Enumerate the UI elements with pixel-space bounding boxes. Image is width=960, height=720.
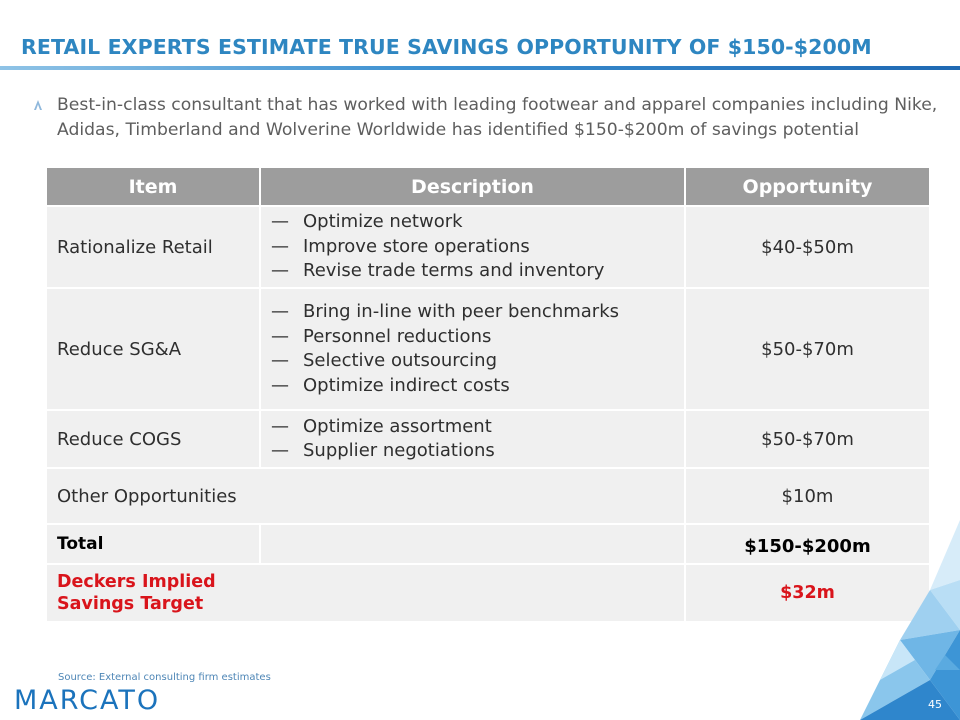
header-item: Item <box>45 166 261 207</box>
header-opportunity: Opportunity <box>684 166 931 207</box>
table-row: Reduce SG&A — Bring in-line with peer ben… <box>45 287 931 411</box>
row-description: — Bring in-line with peer benchmarks — Per… <box>259 287 686 411</box>
page-title: RETAIL EXPERTS ESTIMATE TRUE SAVINGS OPP… <box>21 35 872 59</box>
deckers-label-text: Deckers Implied Savings Target <box>57 572 216 614</box>
description-line: — Optimize network <box>271 211 463 233</box>
savings-table: Item Description Opportunity Rationalize… <box>45 166 931 623</box>
description-line: — Selective outsourcing <box>271 350 497 371</box>
deckers-label: Deckers Implied Savings Target <box>45 563 686 623</box>
table-row: Rationalize Retail — Optimize network — Im… <box>45 205 931 289</box>
description-line: — Personnel reductions <box>271 325 492 347</box>
description-line: — Optimize assortment <box>271 415 492 437</box>
total-label: Total <box>45 523 261 565</box>
row-description: — Optimize assortment — Supplier negotiati… <box>259 409 686 469</box>
intro-bullet-text: Best-in-class consultant that has worked… <box>57 95 938 140</box>
table-header-row: Item Description Opportunity <box>45 166 931 207</box>
triangle-bullet-icon <box>34 100 42 110</box>
description-line: — Improve store operations <box>271 235 530 257</box>
row-item: Reduce SG&A <box>45 287 261 411</box>
row-opportunity: $10m <box>684 467 931 525</box>
row-item: Reduce COGS <box>45 409 261 469</box>
total-value: $150-$200m <box>684 523 931 565</box>
title-divider <box>0 66 960 70</box>
row-opportunity: $50-$70m <box>684 287 931 411</box>
row-opportunity: $40-$50m <box>684 205 931 289</box>
description-line: — Optimize indirect costs <box>271 374 510 396</box>
row-opportunity: $50-$70m <box>684 409 931 469</box>
page-number: 45 <box>928 698 942 711</box>
table-row-deckers: Deckers Implied Savings Target $32m <box>45 563 931 623</box>
row-item: Other Opportunities <box>45 467 686 525</box>
header-description: Description <box>259 166 686 207</box>
table-row-other: Other Opportunities $10m <box>45 467 931 525</box>
row-item: Rationalize Retail <box>45 205 261 289</box>
description-line: — Supplier negotiations <box>271 440 495 461</box>
table-row-total: Total $150-$200m <box>45 523 931 565</box>
source-note: Source: External consulting firm estimat… <box>58 672 271 683</box>
row-description: — Optimize network — Improve store operati… <box>259 205 686 289</box>
triangle-mosaic-decoration <box>860 520 960 720</box>
description-line: — Bring in-line with peer benchmarks <box>271 301 620 322</box>
marcato-logo: MARCATO <box>14 685 161 716</box>
table-row: Reduce COGS — Optimize assortment — Suppli… <box>45 409 931 469</box>
description-line: — Revise trade terms and inventory <box>271 260 605 282</box>
total-blank-cell <box>259 523 686 565</box>
